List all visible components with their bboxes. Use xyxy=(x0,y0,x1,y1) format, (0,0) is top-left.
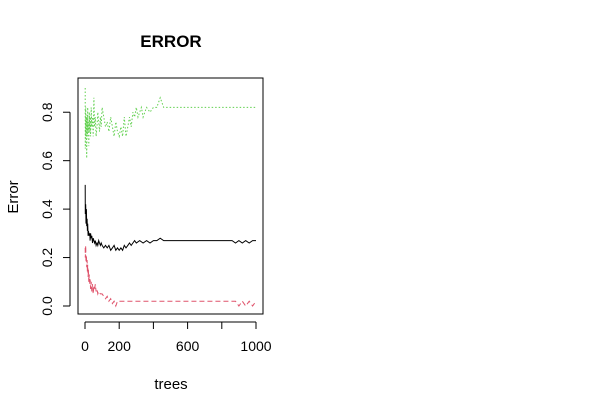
x-tick-label: 200 xyxy=(108,338,132,354)
series-group xyxy=(84,87,257,308)
y-axis-label: Error xyxy=(5,180,22,213)
plot-box xyxy=(77,77,264,315)
x-axis: 0 200 600 1000 xyxy=(81,321,272,354)
y-tick-label: 0.8 xyxy=(39,102,55,122)
y-axis: 0.0 0.2 0.4 0.6 0.8 xyxy=(39,102,71,316)
chart-title: ERROR xyxy=(140,32,201,51)
x-tick-label: 1000 xyxy=(240,338,271,354)
series-line-1 xyxy=(84,184,256,252)
y-tick-label: 0.4 xyxy=(39,199,55,219)
y-tick-label: 0.2 xyxy=(39,248,55,268)
y-tick-label: 0.0 xyxy=(39,296,55,316)
series-line-3 xyxy=(84,87,256,159)
x-axis-label: trees xyxy=(154,376,187,393)
y-tick-label: 0.6 xyxy=(39,151,55,171)
series-line-2 xyxy=(84,245,257,308)
x-tick-label: 0 xyxy=(81,338,89,354)
x-tick-label: 600 xyxy=(176,338,200,354)
